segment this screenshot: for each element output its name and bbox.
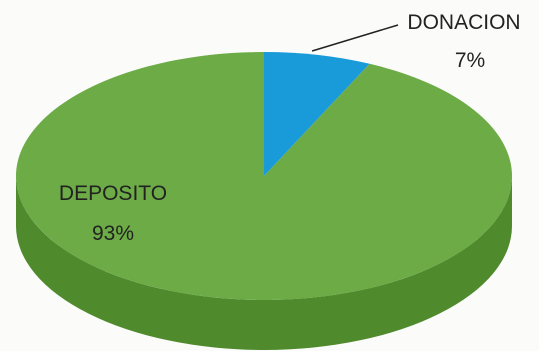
pie-slice-donacion (264, 52, 370, 176)
pie-side-wall (16, 176, 512, 350)
slice-percent-donacion: 7% (455, 49, 485, 72)
slice-label-deposito: DEPOSITO (59, 182, 167, 205)
slice-label-donacion: DONACION (407, 11, 520, 34)
slice-percent-deposito: 93% (92, 222, 134, 245)
pie-slice-deposito (15, 52, 513, 300)
pie-top-layer (15, 52, 513, 300)
leader-line-donacion (311, 24, 399, 52)
pie-side-layer (16, 176, 512, 350)
